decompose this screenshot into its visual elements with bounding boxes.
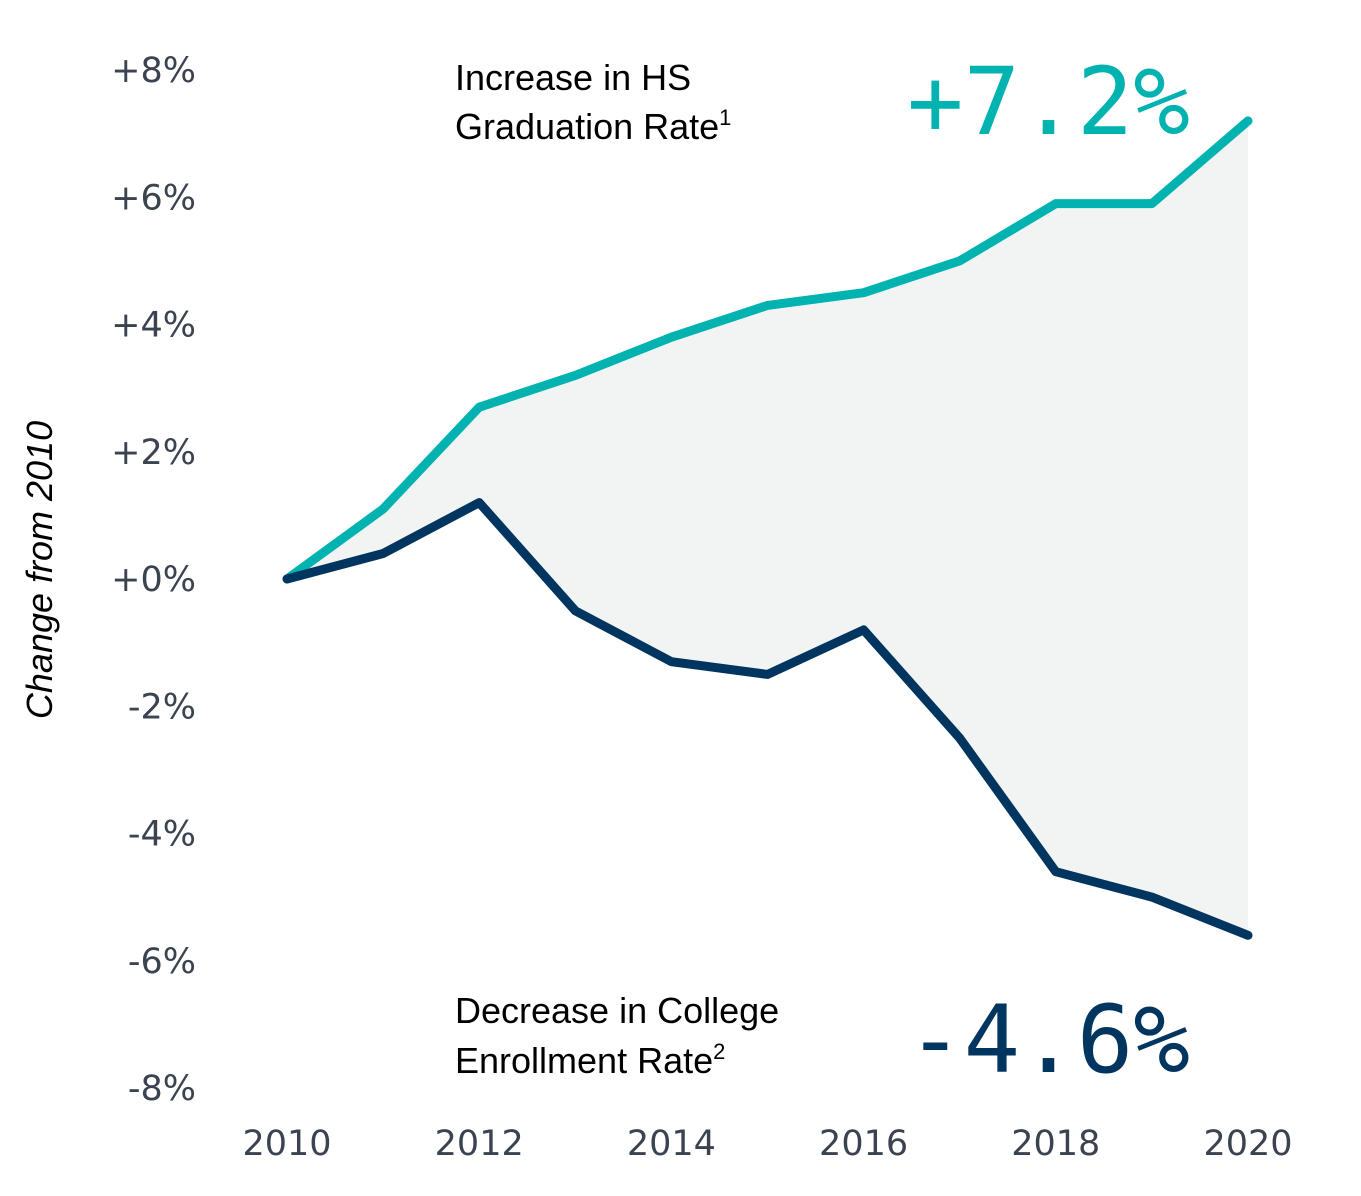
- y-tick-label: +0%: [111, 560, 196, 600]
- y-axis-title: Change from 2010: [19, 421, 60, 719]
- y-tick-label: +4%: [111, 306, 196, 346]
- x-tick-label: 2020: [1203, 1124, 1292, 1164]
- y-tick-label: +8%: [111, 51, 196, 91]
- gap-area: [287, 120, 1248, 936]
- enrollment-annotation: Decrease in College Enrollment Rate2 -4.…: [455, 986, 1190, 1095]
- y-tick-label: -8%: [128, 1069, 196, 1109]
- x-axis-ticks: 2010 2012 2014 2016 2018 2020: [242, 1124, 1292, 1164]
- graduation-annotation-line1: Increase in HS: [455, 57, 691, 98]
- graduation-change-value: +7.2%: [907, 48, 1190, 157]
- graduation-annotation-line2: Graduation Rate1: [455, 105, 731, 147]
- x-tick-label: 2018: [1011, 1124, 1100, 1164]
- college-enrollment-line: [282, 498, 1253, 940]
- y-axis-ticks: +8% +6% +4% +2% +0% -2% -4% -6% -8%: [111, 51, 196, 1109]
- graduation-annotation-label: Graduation Rate: [455, 106, 719, 147]
- graduation-rate-line: [282, 116, 1253, 584]
- y-tick-label: +2%: [111, 433, 196, 473]
- y-tick-label: +6%: [111, 178, 196, 218]
- footnote-marker: 1: [719, 105, 731, 130]
- enrollment-annotation-label: Enrollment Rate: [455, 1040, 713, 1081]
- x-tick-label: 2014: [627, 1124, 716, 1164]
- enrollment-annotation-line1: Decrease in College: [455, 990, 779, 1031]
- x-tick-label: 2012: [435, 1124, 524, 1164]
- y-tick-label: -4%: [128, 815, 196, 855]
- enrollment-change-value: -4.6%: [907, 986, 1190, 1095]
- enrollment-annotation-line2: Enrollment Rate2: [455, 1039, 725, 1081]
- x-tick-label: 2010: [242, 1124, 331, 1164]
- graduation-annotation: Increase in HS Graduation Rate1 +7.2%: [455, 48, 1190, 157]
- x-tick-label: 2016: [819, 1124, 908, 1164]
- y-tick-label: -6%: [128, 942, 196, 982]
- footnote-marker: 2: [713, 1039, 725, 1064]
- y-tick-label: -2%: [128, 687, 196, 727]
